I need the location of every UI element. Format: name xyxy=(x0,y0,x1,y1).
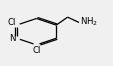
Text: NH$_2$: NH$_2$ xyxy=(80,16,98,28)
Text: Cl: Cl xyxy=(32,46,40,55)
Text: N: N xyxy=(9,34,15,43)
Text: Cl: Cl xyxy=(7,18,15,27)
